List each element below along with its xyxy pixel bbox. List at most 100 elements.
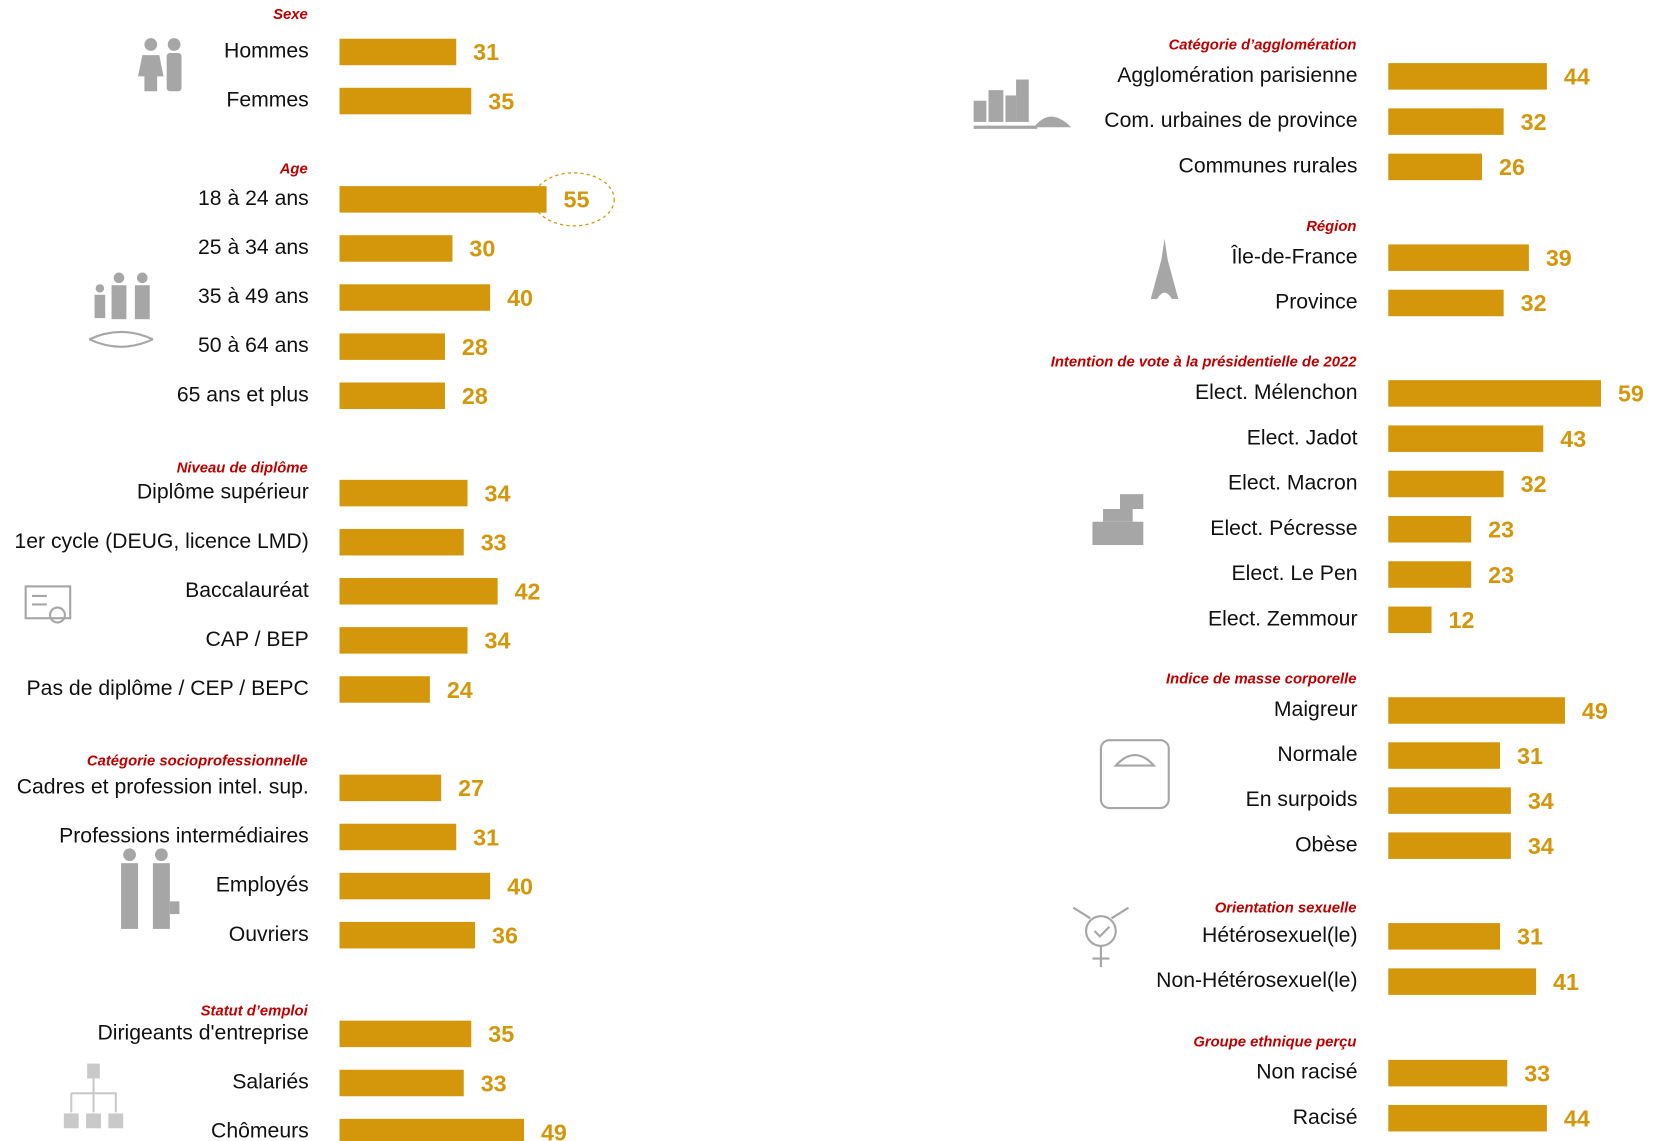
icon-gender — [138, 38, 182, 92]
group-title: Sexe — [273, 7, 308, 23]
category-label: Communes rurales — [1179, 155, 1358, 178]
group-title: Niveau de diplôme — [177, 461, 308, 477]
value-label: 43 — [1560, 426, 1586, 452]
bar — [339, 382, 445, 409]
value-label: 42 — [515, 579, 541, 605]
value-label: 31 — [473, 824, 499, 850]
category-label: CAP / BEP — [206, 628, 309, 651]
category-label: 25 à 34 ans — [198, 236, 309, 259]
value-label: 36 — [492, 922, 518, 948]
value-label: 33 — [481, 1070, 507, 1096]
value-label: 49 — [1582, 698, 1608, 724]
group-title: Statut d’emploi — [201, 1004, 309, 1020]
category-label: Chômeurs — [211, 1120, 309, 1141]
icon-diploma — [24, 585, 72, 624]
bar — [1388, 1059, 1508, 1087]
bar — [339, 235, 453, 262]
icon-city — [973, 79, 1072, 129]
value-label: 30 — [469, 236, 495, 262]
category-label: Normale — [1277, 743, 1357, 766]
value-label: 31 — [1517, 743, 1543, 769]
bar — [339, 921, 476, 949]
value-label: 39 — [1546, 245, 1572, 271]
value-label: 31 — [1517, 924, 1543, 950]
bar — [339, 676, 430, 703]
value-label: 24 — [447, 677, 473, 703]
category-label: Salariés — [232, 1071, 309, 1094]
value-label: 33 — [481, 529, 507, 555]
bar — [1388, 380, 1601, 407]
icon-scale — [1099, 739, 1170, 810]
category-label: Non-Hétérosexuel(le) — [1156, 969, 1357, 992]
group-title: Région — [1306, 219, 1356, 235]
bar — [339, 872, 491, 900]
value-label: 23 — [1488, 562, 1514, 588]
bar — [1388, 425, 1544, 452]
value-label: 34 — [1528, 833, 1554, 859]
category-label: Cadres et profession intel. sup. — [17, 775, 309, 798]
bar — [339, 479, 468, 507]
category-label: Diplôme supérieur — [137, 481, 309, 504]
category-label: Elect. Macron — [1228, 472, 1358, 495]
bar — [339, 1069, 464, 1097]
bar — [339, 186, 547, 213]
value-label: 44 — [1564, 64, 1590, 90]
bar — [1388, 968, 1537, 995]
category-label: Com. urbaines de province — [1104, 109, 1357, 132]
value-label: 49 — [541, 1119, 567, 1141]
bar — [339, 284, 491, 311]
category-label: Professions intermédiaires — [59, 825, 309, 848]
value-label: 40 — [507, 285, 533, 311]
value-label: 44 — [1564, 1105, 1590, 1131]
bar — [1388, 606, 1432, 634]
value-label: 32 — [1521, 290, 1547, 316]
category-label: Elect. Zemmour — [1208, 607, 1358, 630]
bar — [1388, 289, 1504, 317]
value-label: 35 — [488, 1021, 514, 1047]
value-label: 12 — [1449, 607, 1475, 633]
category-label: 50 à 64 ans — [198, 334, 309, 357]
category-label: Maigreur — [1274, 698, 1358, 721]
value-label: 34 — [484, 628, 510, 654]
group-title: Age — [279, 162, 308, 178]
category-label: Racisé — [1293, 1106, 1358, 1129]
value-label: 27 — [458, 775, 484, 801]
value-label: 59 — [1618, 381, 1644, 407]
icon-hierarchy — [63, 1063, 124, 1129]
category-label: Femmes — [226, 89, 308, 112]
bar — [1388, 787, 1511, 814]
bar — [339, 38, 457, 66]
value-label: 28 — [462, 334, 488, 360]
value-label: 41 — [1553, 969, 1579, 995]
group-title: Orientation sexuelle — [1215, 901, 1357, 917]
group-title: Catégorie d’agglomération — [1169, 38, 1357, 54]
category-label: Obèse — [1295, 833, 1357, 856]
icon-ballot — [1092, 494, 1144, 546]
category-label: Employés — [216, 874, 309, 897]
bar — [1388, 515, 1472, 543]
icon-eiffel — [1150, 238, 1179, 300]
value-label: 55 — [564, 187, 590, 213]
icon-age — [88, 272, 154, 348]
group-title: Intention de vote à la présidentielle de… — [1051, 355, 1357, 371]
category-label: Hommes — [224, 40, 309, 63]
highlight-ring — [532, 172, 615, 227]
category-label: Baccalauréat — [185, 579, 309, 602]
category-label: Île-de-France — [1231, 243, 1358, 268]
bar — [339, 578, 498, 605]
bar — [339, 528, 464, 556]
category-label: 18 à 24 ans — [198, 187, 309, 210]
category-label: 65 ans et plus — [177, 383, 309, 406]
group-title: Groupe ethnique perçu — [1193, 1034, 1356, 1050]
bar — [1388, 832, 1511, 859]
bar — [1388, 742, 1501, 769]
category-label: Elect. Mélenchon — [1195, 381, 1358, 404]
value-label: 34 — [484, 480, 510, 506]
category-label: 1er cycle (DEUG, licence LMD) — [14, 530, 308, 553]
value-label: 32 — [1521, 109, 1547, 135]
category-label: Elect. Pécresse — [1210, 517, 1357, 540]
value-label: 40 — [507, 873, 533, 899]
category-label: Pas de diplôme / CEP / BEPC — [27, 677, 309, 700]
value-label: 26 — [1499, 154, 1525, 180]
bar — [339, 1118, 524, 1141]
